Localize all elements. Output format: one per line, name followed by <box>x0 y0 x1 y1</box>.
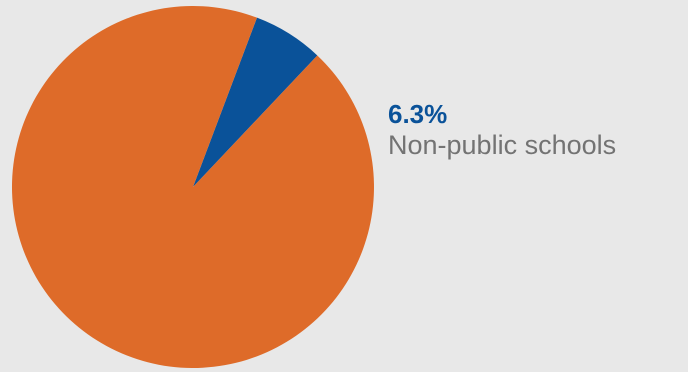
pie-slice-non-public-schools <box>193 17 318 188</box>
non-public-value-label: 6.3% <box>388 99 448 129</box>
non-public-name-label: Non-public schools <box>388 129 617 160</box>
non-public-slice-label: 6.3% Non-public schools <box>388 99 617 161</box>
pie-slice-remainder <box>11 5 374 368</box>
